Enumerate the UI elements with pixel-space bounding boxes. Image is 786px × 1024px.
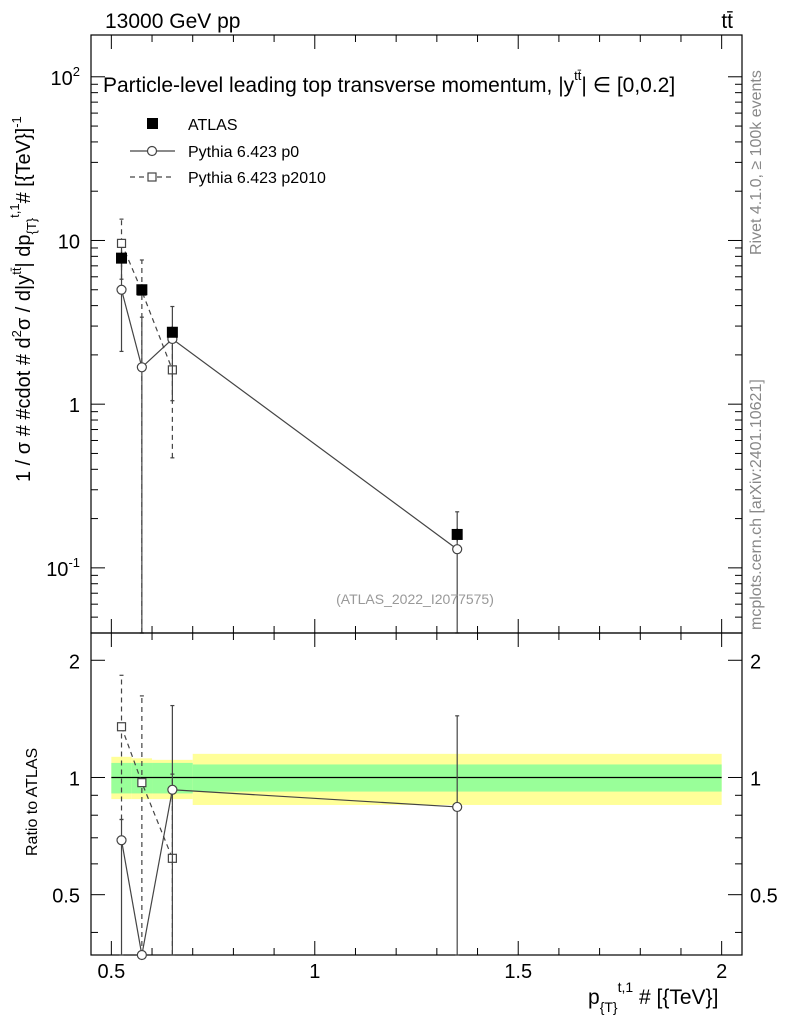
watermark-label: (ATLAS_2022_I2077575) xyxy=(336,591,494,607)
legend-atlas-marker xyxy=(147,118,158,129)
pythia-p0-point xyxy=(136,362,147,373)
source-label: mcplots.cern.ch [arXiv:2401.10621] xyxy=(748,379,765,630)
pythia-p2010-line xyxy=(120,243,173,371)
pythia-p2010-point xyxy=(116,238,127,248)
ratio-y-tick-label-right: 2 xyxy=(750,651,761,673)
ratio-pythia-p0-point xyxy=(116,835,127,846)
y-tick-label: 10-1 xyxy=(46,555,80,581)
rivet-label: Rivet 4.1.0, ≥ 100k events xyxy=(748,70,765,255)
x-tick-label: 1.5 xyxy=(504,961,532,983)
pythia-p0-point xyxy=(116,284,127,295)
x-tick-label: 2 xyxy=(716,961,727,983)
ratio-pythia-p0-line xyxy=(120,789,458,956)
legend-atlas-label: ATLAS xyxy=(188,117,238,134)
atlas-point xyxy=(166,326,178,338)
ratio-band-inner xyxy=(111,762,132,794)
header-left-label: 13000 GeV pp xyxy=(105,10,240,33)
legend: ATLAS Pythia 6.423 p0 Pythia 6.423 p2010 xyxy=(130,117,326,187)
ratio-y-tick-label-right: 1 xyxy=(750,768,761,790)
ratio-pythia-p2010-point xyxy=(137,778,147,788)
x-tick-label: 1 xyxy=(309,961,320,983)
pythia-p0-point xyxy=(452,544,463,555)
legend-p0-marker xyxy=(146,145,158,157)
ratio-y-tick-label-right: 0.5 xyxy=(750,886,778,908)
ratio-pythia-p0-point xyxy=(452,801,463,813)
atlas-point xyxy=(451,528,463,540)
atlas-point xyxy=(136,284,148,296)
chart-title-main: Particle-level leading top transverse mo… xyxy=(103,74,564,97)
ratio-frame xyxy=(90,632,743,956)
ratio-y-tick-label: 2 xyxy=(69,651,80,673)
legend-p2010-label: Pythia 6.423 p2010 xyxy=(188,170,326,187)
header-right-label: tt̄ xyxy=(721,10,733,33)
legend-p2010-marker xyxy=(147,172,157,182)
pythia-p0-line xyxy=(120,289,458,550)
chart-title-tail: | ∈ [0,0.2] xyxy=(581,74,675,97)
chart-title-sup: tt̄ xyxy=(574,68,582,83)
y-tick-label: 1 xyxy=(69,395,80,417)
ratio-y-tick-label: 1 xyxy=(69,768,80,790)
chart-title: Particle-level leading top transverse mo… xyxy=(103,68,675,97)
main-y-axis-label: 1 / σ # #cdot # d2σ / d|ytt̄| dp{T}t,1# … xyxy=(7,116,39,482)
y-tick-label: 102 xyxy=(51,64,80,90)
y-tick-label: 10 xyxy=(58,231,80,253)
ratio-pythia-p0-point xyxy=(167,784,178,795)
chart-title-y: y xyxy=(564,74,575,97)
x-axis-label: p{T}t,1 # [{TeV}] xyxy=(588,979,718,1015)
ratio-pythia-p0-point xyxy=(136,949,147,961)
ratio-plot: 0.5 1 1.5 2 0.5 0.5 1 1 2 2 xyxy=(52,632,778,983)
ratio-y-axis-label: Ratio to ATLAS xyxy=(24,748,41,856)
ratio-pythia-p2010-point xyxy=(116,722,127,732)
legend-p0-label: Pythia 6.423 p0 xyxy=(188,144,299,161)
ratio-y-tick-label: 0.5 xyxy=(52,886,80,908)
atlas-point xyxy=(116,252,128,264)
ratio-pythia-p2010-line xyxy=(120,726,173,859)
main-plot: 10-1 1 10 102 xyxy=(46,34,743,634)
x-tick-label: 0.5 xyxy=(97,961,125,983)
